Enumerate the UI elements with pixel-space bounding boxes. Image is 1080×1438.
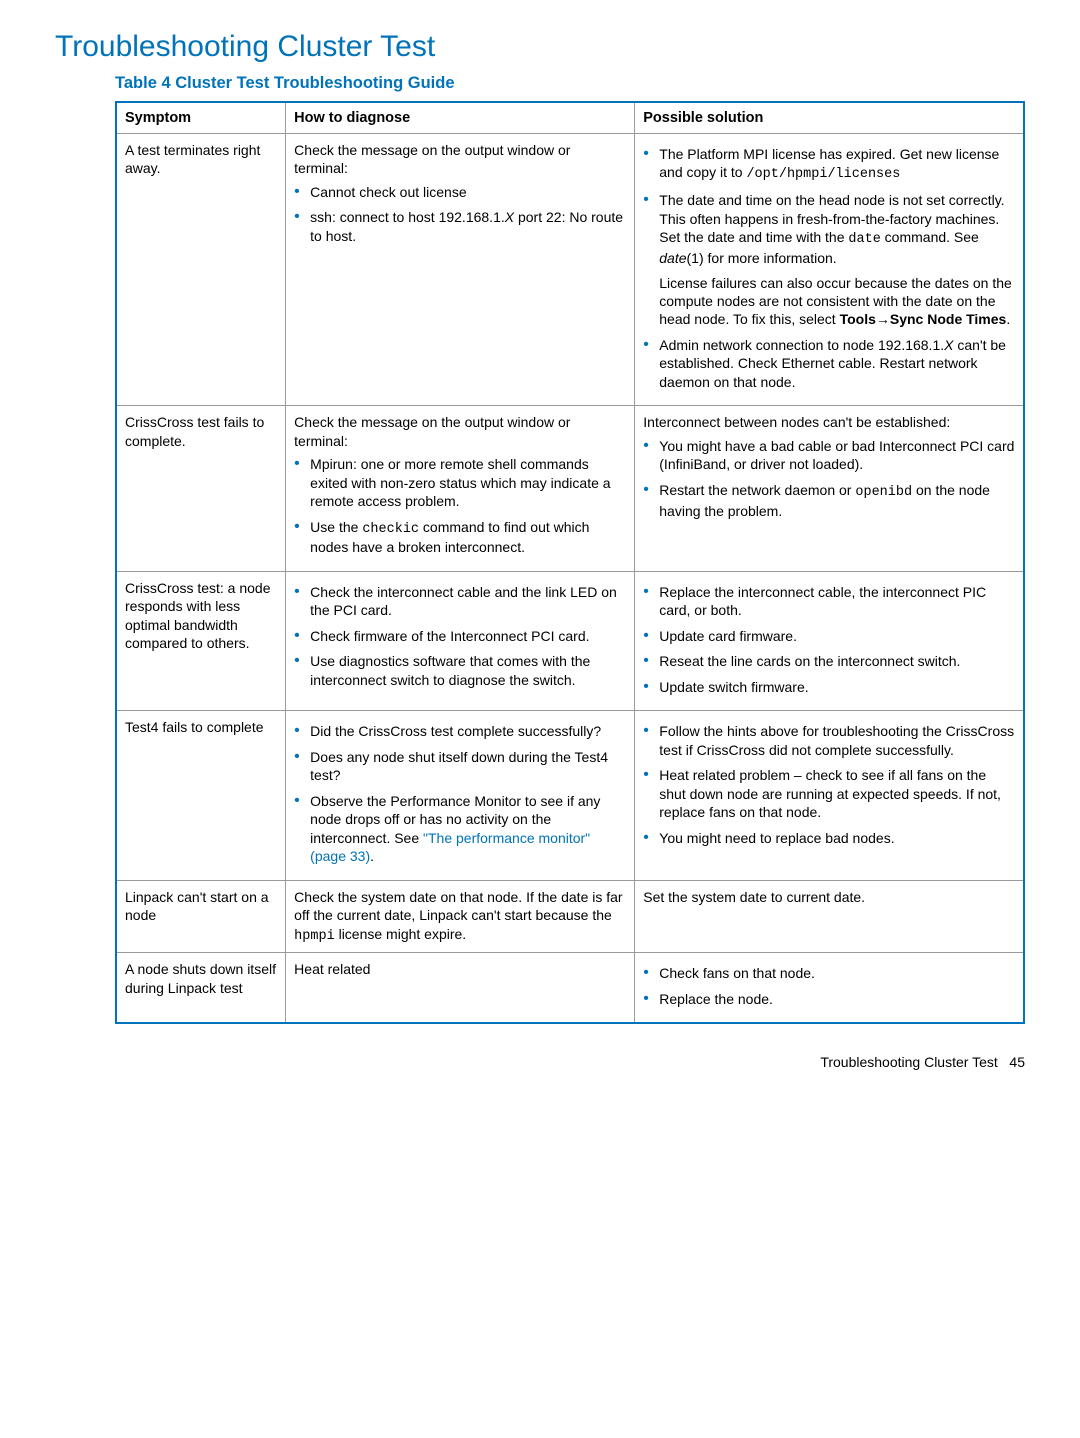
list-item: The date and time on the head node is no… (643, 191, 1015, 329)
cmd: date (848, 232, 880, 247)
cmd: hpmpi (294, 929, 335, 944)
footer-text: Troubleshooting Cluster Test (820, 1054, 997, 1070)
cmd: checkic (362, 522, 419, 537)
diagnose-cell: Did the CrissCross test complete success… (286, 711, 635, 880)
table-header-row: Symptom How to diagnose Possible solutio… (116, 102, 1024, 134)
sub-paragraph: License failures can also occur because … (659, 274, 1015, 329)
list-item: The Platform MPI license has expired. Ge… (643, 145, 1015, 184)
text: Check the system date on that node. If t… (294, 889, 622, 923)
text: ssh: connect to host 192.168.1. (310, 209, 505, 225)
list-item: Admin network connection to node 192.168… (643, 336, 1015, 391)
text: Use the (310, 519, 362, 535)
header-symptom: Symptom (116, 102, 286, 134)
symptom-cell: Linpack can't start on a node (116, 880, 286, 953)
text: Admin network connection to node 192.168… (659, 337, 944, 353)
solution-cell: Set the system date to current date. (635, 880, 1024, 953)
menu-path: Tools (840, 311, 876, 327)
list-item: Update card firmware. (643, 627, 1015, 645)
list-item: Update switch firmware. (643, 678, 1015, 696)
solution-cell: The Platform MPI license has expired. Ge… (635, 134, 1024, 406)
list-item: Check firmware of the Interconnect PCI c… (294, 627, 626, 645)
list-item: Reseat the line cards on the interconnec… (643, 652, 1015, 670)
table-row: Linpack can't start on a node Check the … (116, 880, 1024, 953)
list-item: Does any node shut itself down during th… (294, 748, 626, 785)
manpage: date (659, 250, 686, 266)
list-item: Use diagnostics software that comes with… (294, 652, 626, 689)
diagnose-cell: Check the interconnect cable and the lin… (286, 571, 635, 710)
text: (1) for more information. (687, 250, 837, 266)
text: Restart the network daemon or (659, 482, 855, 498)
text: . (1006, 311, 1010, 327)
sol-intro: Interconnect between nodes can't be esta… (643, 413, 1015, 431)
table-row: CrissCross test: a node responds with le… (116, 571, 1024, 710)
text: . (370, 848, 374, 864)
troubleshooting-table: Symptom How to diagnose Possible solutio… (115, 101, 1025, 1024)
table-row: A node shuts down itself during Linpack … (116, 953, 1024, 1023)
list-item: Replace the interconnect cable, the inte… (643, 583, 1015, 620)
arrow: → (876, 311, 890, 327)
list-item: Replace the node. (643, 990, 1015, 1008)
menu-path: Sync Node Times (890, 311, 1006, 327)
list-item: Mpirun: one or more remote shell command… (294, 455, 626, 510)
diag-intro: Check the message on the output window o… (294, 141, 626, 178)
solution-cell: Replace the interconnect cable, the inte… (635, 571, 1024, 710)
symptom-cell: A node shuts down itself during Linpack … (116, 953, 286, 1023)
solution-cell: Interconnect between nodes can't be esta… (635, 406, 1024, 572)
list-item: Check the interconnect cable and the lin… (294, 583, 626, 620)
diagnose-cell: Check the message on the output window o… (286, 406, 635, 572)
list-item: Cannot check out license (294, 183, 626, 201)
list-item: You might have a bad cable or bad Interc… (643, 437, 1015, 474)
diag-intro: Check the message on the output window o… (294, 413, 626, 450)
table-row: CrissCross test fails to complete. Check… (116, 406, 1024, 572)
table-caption: Table 4 Cluster Test Troubleshooting Gui… (115, 74, 1025, 93)
list-item: Restart the network daemon or openibd on… (643, 481, 1015, 520)
cmd: openibd (855, 485, 912, 500)
diagnose-cell: Check the message on the output window o… (286, 134, 635, 406)
symptom-cell: Test4 fails to complete (116, 711, 286, 880)
list-item: ssh: connect to host 192.168.1.X port 22… (294, 208, 626, 245)
symptom-cell: A test terminates right away. (116, 134, 286, 406)
diagnose-cell: Check the system date on that node. If t… (286, 880, 635, 953)
symptom-cell: CrissCross test: a node responds with le… (116, 571, 286, 710)
table-row: A test terminates right away. Check the … (116, 134, 1024, 406)
solution-cell: Follow the hints above for troubleshooti… (635, 711, 1024, 880)
list-item: Use the checkic command to find out whic… (294, 518, 626, 557)
solution-cell: Check fans on that node. Replace the nod… (635, 953, 1024, 1023)
text: command. See (881, 229, 979, 245)
path: /opt/hpmpi/licenses (746, 167, 900, 182)
list-item: Follow the hints above for troubleshooti… (643, 722, 1015, 759)
page-footer: Troubleshooting Cluster Test 45 (55, 1054, 1025, 1070)
symptom-cell: CrissCross test fails to complete. (116, 406, 286, 572)
page-title: Troubleshooting Cluster Test (55, 30, 1025, 64)
header-solution: Possible solution (635, 102, 1024, 134)
list-item: Heat related problem – check to see if a… (643, 766, 1015, 821)
text: license might expire. (335, 926, 467, 942)
var-x: X (505, 209, 514, 225)
table-row: Test4 fails to complete Did the CrissCro… (116, 711, 1024, 880)
footer-page-number: 45 (1009, 1054, 1025, 1070)
diagnose-cell: Heat related (286, 953, 635, 1023)
list-item: Observe the Performance Monitor to see i… (294, 792, 626, 866)
list-item: You might need to replace bad nodes. (643, 829, 1015, 847)
list-item: Did the CrissCross test complete success… (294, 722, 626, 740)
header-diagnose: How to diagnose (286, 102, 635, 134)
list-item: Check fans on that node. (643, 964, 1015, 982)
